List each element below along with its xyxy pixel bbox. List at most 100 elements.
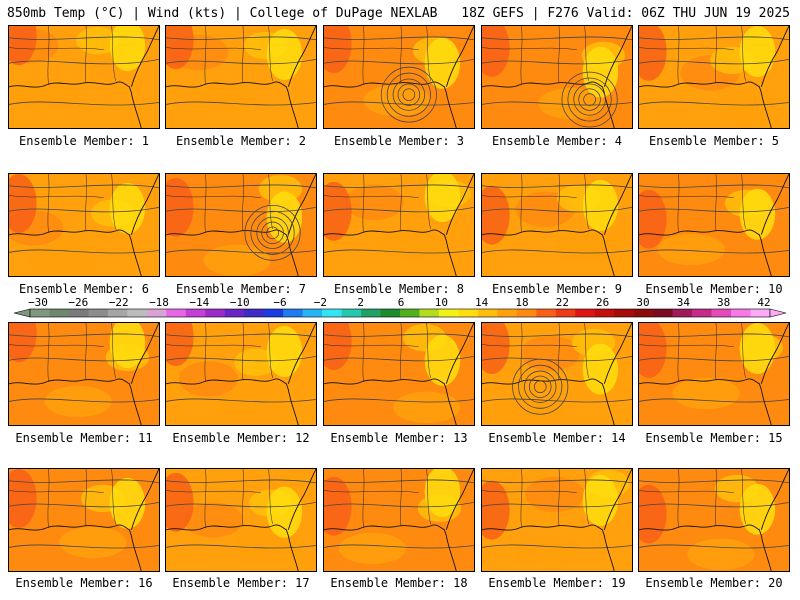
ensemble-member-map	[481, 25, 633, 129]
ensemble-member-label: Ensemble Member: 8	[333, 282, 465, 296]
temperature-colorbar: −30 −26 −22 −18 −14 −10 −6 −2 2 6 10 14 18 22 26 30 34 38…	[13, 296, 787, 318]
colorbar-tick-label: 10	[435, 296, 448, 309]
colorbar-right-arrow	[769, 308, 787, 318]
colorbar-swatch	[263, 309, 284, 317]
colorbar-swatch	[185, 309, 206, 317]
colorbar-tick-label: 38	[717, 296, 730, 309]
colorbar-swatch	[30, 309, 50, 317]
map-title-left: 850mb Temp (°C) | Wind (kts) | College o…	[7, 6, 438, 21]
ensemble-member-map	[165, 25, 317, 129]
colorbar-swatch	[614, 309, 634, 317]
colorbar-tick-label: −30	[28, 296, 48, 309]
colorbar-swatch	[497, 309, 518, 317]
colorbar-swatch	[107, 309, 128, 317]
ensemble-member-label: Ensemble Member: 15	[645, 431, 783, 445]
ensemble-member-map	[323, 173, 475, 277]
colorbar-swatch	[283, 309, 303, 317]
colorbar-tick-label: 14	[475, 296, 489, 309]
ensemble-member-map	[323, 25, 475, 129]
ensemble-member-map	[481, 322, 633, 426]
colorbar-tick-label: −14	[189, 296, 209, 309]
colorbar-tick-label: −18	[149, 296, 169, 309]
colorbar-swatch	[49, 309, 70, 317]
ensemble-member-label: Ensemble Member: 11	[15, 431, 153, 445]
ensemble-member-map	[481, 468, 633, 572]
ensemble-member-label: Ensemble Member: 10	[645, 282, 783, 296]
ensemble-member-map	[638, 322, 790, 426]
ensemble-member-map	[481, 173, 633, 277]
colorbar-swatch	[731, 309, 751, 317]
colorbar-swatch	[400, 309, 420, 317]
ensemble-member-map	[8, 322, 160, 426]
colorbar-swatch	[438, 309, 459, 317]
ensemble-member-map	[323, 322, 475, 426]
colorbar-swatch	[361, 309, 381, 317]
ensemble-member-label: Ensemble Member: 18	[330, 576, 468, 590]
colorbar-swatch	[458, 309, 479, 317]
ensemble-member-label: Ensemble Member: 12	[172, 431, 310, 445]
colorbar-swatch	[477, 309, 498, 317]
colorbar-swatch	[516, 309, 537, 317]
ensemble-member-map	[638, 173, 790, 277]
colorbar-swatch	[419, 309, 440, 317]
colorbar-tick-label: 6	[398, 296, 405, 309]
ensemble-member-label: Ensemble Member: 3	[333, 134, 465, 148]
ensemble-member-map	[8, 173, 160, 277]
ensemble-member-label: Ensemble Member: 14	[488, 431, 626, 445]
colorbar-tick-label: −6	[273, 296, 286, 309]
ensemble-member-label: Ensemble Member: 6	[18, 282, 150, 296]
colorbar-swatch	[653, 309, 673, 317]
ensemble-member-label: Ensemble Member: 13	[330, 431, 468, 445]
ensemble-member-label: Ensemble Member: 4	[491, 134, 623, 148]
ensemble-member-label: Ensemble Member: 19	[488, 576, 626, 590]
colorbar-swatch	[594, 309, 615, 317]
colorbar-tick-label: 18	[515, 296, 528, 309]
colorbar-left-arrow	[13, 308, 31, 318]
colorbar-swatch	[302, 309, 323, 317]
ensemble-member-map	[638, 25, 790, 129]
colorbar-swatch	[166, 309, 187, 317]
colorbar-swatch	[711, 309, 732, 317]
colorbar-tick-label: 22	[556, 296, 569, 309]
map-title-right: 18Z GEFS | F276 Valid: 06Z THU JUN 19 20…	[461, 6, 790, 21]
ensemble-member-label: Ensemble Member: 17	[172, 576, 310, 590]
colorbar-swatch	[224, 309, 245, 317]
colorbar-swatch	[380, 309, 401, 317]
colorbar-tick-label: 42	[757, 296, 770, 309]
ensemble-member-label: Ensemble Member: 9	[491, 282, 623, 296]
colorbar-tick-label: 30	[636, 296, 649, 309]
colorbar-swatch	[555, 309, 576, 317]
colorbar-tick-label: −26	[68, 296, 88, 309]
ensemble-member-label: Ensemble Member: 16	[15, 576, 153, 590]
ensemble-member-map	[323, 468, 475, 572]
colorbar-swatch	[341, 309, 362, 317]
colorbar-swatch	[536, 309, 557, 317]
colorbar-swatch	[244, 309, 264, 317]
colorbar-swatch	[633, 309, 654, 317]
colorbar-tick-label: 2	[357, 296, 364, 309]
colorbar-tick-label: −2	[314, 296, 327, 309]
ensemble-member-map	[638, 468, 790, 572]
ensemble-member-map	[165, 468, 317, 572]
colorbar-swatch	[322, 309, 342, 317]
ensemble-member-label: Ensemble Member: 5	[648, 134, 780, 148]
colorbar-tick-label: 34	[677, 296, 691, 309]
ensemble-member-map	[165, 322, 317, 426]
colorbar-swatch	[68, 309, 89, 317]
ensemble-member-map	[165, 173, 317, 277]
ensemble-member-map	[8, 25, 160, 129]
ensemble-member-map	[8, 468, 160, 572]
ensemble-member-label: Ensemble Member: 1	[18, 134, 150, 148]
ensemble-member-label: Ensemble Member: 2	[175, 134, 307, 148]
colorbar-tick-label: 26	[596, 296, 609, 309]
colorbar-swatch	[127, 309, 148, 317]
colorbar-swatch	[88, 309, 109, 317]
colorbar-tick-label: −10	[230, 296, 250, 309]
colorbar-swatch	[750, 309, 771, 317]
ensemble-member-label: Ensemble Member: 20	[645, 576, 783, 590]
colorbar-swatch	[575, 309, 596, 317]
ensemble-member-label: Ensemble Member: 7	[175, 282, 307, 296]
colorbar-swatch	[672, 309, 693, 317]
colorbar-tick-label: −22	[109, 296, 129, 309]
colorbar-swatch	[205, 309, 226, 317]
